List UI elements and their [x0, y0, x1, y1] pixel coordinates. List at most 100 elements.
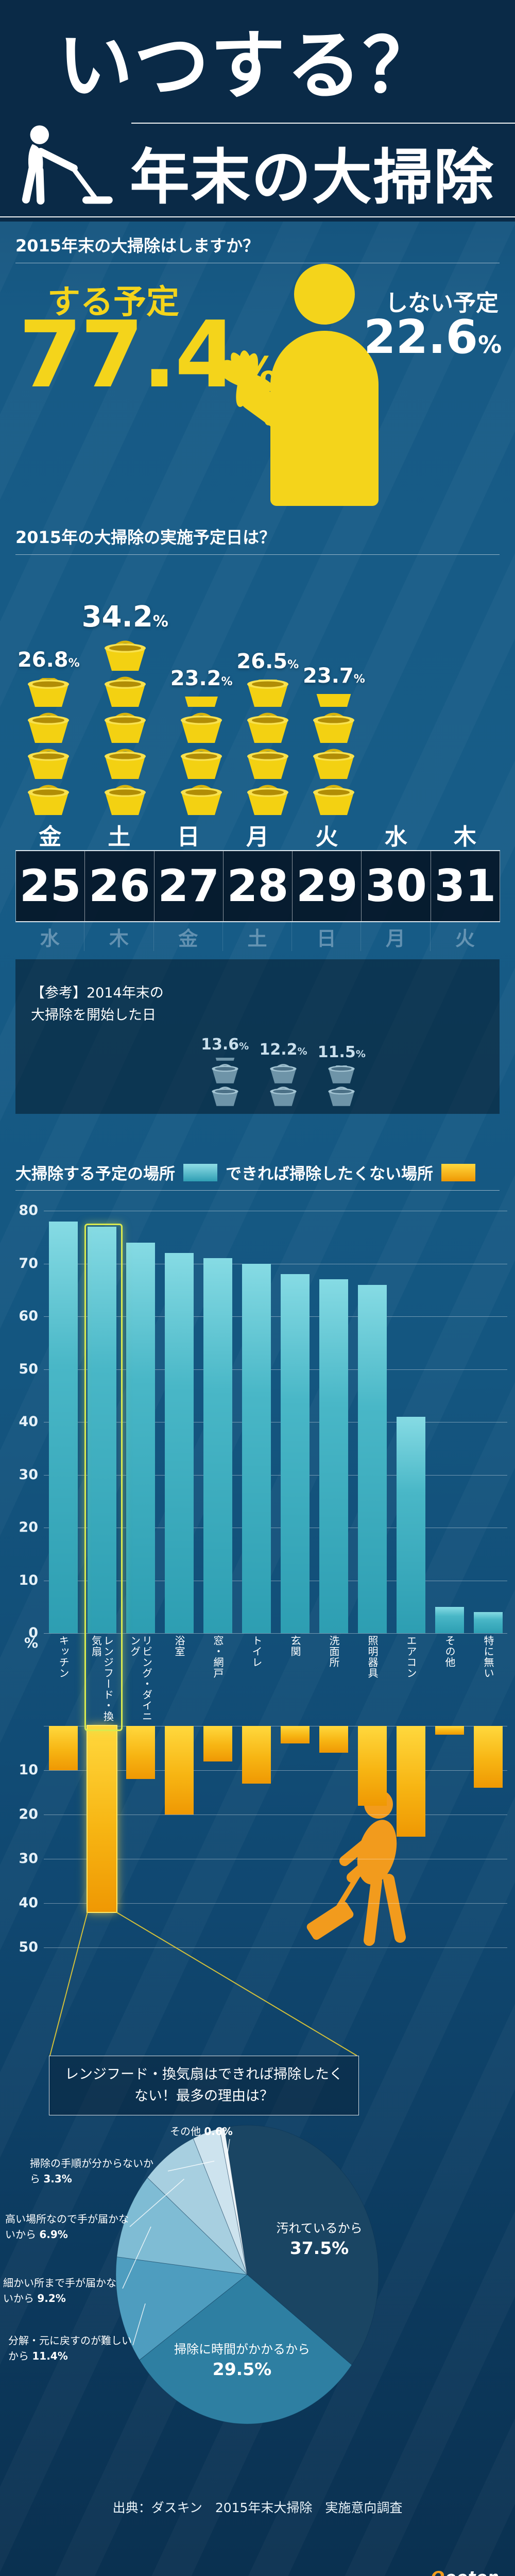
bar-plan — [396, 1416, 425, 1633]
bucket-icon — [99, 704, 151, 744]
cleaner-person-icon — [306, 1790, 406, 1946]
bar-plan — [164, 1253, 194, 1633]
pie-slice — [116, 2177, 248, 2275]
bucket-icon — [242, 776, 294, 816]
reference-note: 【参考】2014年末の 大掃除を開始した日 — [31, 985, 164, 1024]
category-label-band: % キッチン レンジフード・換気扇 リビング・ダイニング 浴室 窓・網戸 トイレ 玄関 洗面所… — [0, 1633, 515, 1726]
bucket-icon — [209, 1057, 242, 1061]
bar-avoid — [164, 1726, 194, 1815]
bar-plan — [87, 1226, 116, 1633]
calendar-weekday-2014: 水 — [15, 922, 85, 951]
pie-label: 掃除に時間がかかるから 29.5% — [174, 2342, 310, 2379]
bar-avoid — [242, 1726, 271, 1784]
bucket-value-label: 12.2% — [259, 1040, 307, 1059]
grid-line — [44, 1633, 507, 1634]
axis-tick-label: 30 — [19, 1851, 38, 1867]
places-chart: 80 70 60 50 40 30 20 10 0 % キッチン レンジフード・換気扇 リビング・ダ… — [0, 1202, 515, 1955]
bucket-icon — [209, 1081, 242, 1107]
bucket-icon — [308, 704, 359, 744]
axis-tick-label: 30 — [19, 1466, 38, 1483]
calendar-date: 28 — [223, 851, 293, 921]
bucket-chart: 26.8% 34.2% 23.2% 26.5% 23.7% — [15, 568, 500, 816]
bucket-column — [367, 568, 434, 816]
legend-plan-label: 大掃除する予定の場所 — [15, 1165, 175, 1183]
calendar-date: 29 — [293, 851, 362, 921]
bar-plan — [48, 1221, 78, 1633]
bucket-icon — [308, 740, 359, 780]
reference-2014-panel: 【参考】2014年末の 大掃除を開始した日 13.6% 12.2% 11.5% — [15, 959, 500, 1114]
pie-leader-line — [129, 2178, 184, 2227]
vacuum-person-icon — [22, 125, 113, 205]
duster-icon — [220, 350, 274, 426]
bucket-stack — [301, 694, 367, 816]
axis-tick-label: 70 — [19, 1255, 38, 1272]
bucket-stack — [313, 1065, 371, 1107]
no-plan-value: 22.6% — [364, 314, 502, 361]
calendar-weekday-row-2015: 金土日月火水木 — [15, 818, 500, 850]
bucket-icon — [23, 776, 74, 816]
legend-plan-swatch — [183, 1163, 217, 1181]
bucket-icon — [267, 1081, 300, 1107]
bar-avoid — [319, 1726, 348, 1753]
bucket-icon — [242, 680, 294, 708]
pie-slice — [147, 2138, 248, 2275]
bar-avoid — [203, 1726, 232, 1761]
calendar-date: 30 — [362, 851, 431, 921]
calendar-weekday-2015: 水 — [384, 824, 407, 850]
bucket-stack — [15, 678, 82, 816]
pie-label: 分解・元に戻すのが難しいから 11.4% — [8, 2334, 132, 2362]
pie-leader-line — [132, 2303, 146, 2346]
axis-tick-label: 20 — [19, 1519, 38, 1535]
bar-avoid — [435, 1726, 464, 1735]
grid-line — [44, 1475, 507, 1476]
calendar-weekday-2014: 金 — [154, 922, 223, 951]
pie-label: 掃除の手順が分からないから 3.3% — [30, 2157, 153, 2185]
bar-plan — [203, 1258, 232, 1633]
calendar-weekday-2015: 土 — [108, 824, 131, 850]
category-label: 特に無い — [482, 1635, 494, 1679]
pie-svg — [115, 2125, 379, 2425]
pie-slice — [224, 2125, 379, 2366]
category-label: トイレ — [250, 1635, 263, 1668]
pie-label: 汚れているから 37.5% — [276, 2221, 363, 2258]
bar-avoid — [86, 1724, 117, 1913]
bar-plan — [357, 1284, 387, 1633]
bucket-stack — [168, 697, 235, 816]
bucket-icon — [99, 776, 151, 816]
bar-plan — [126, 1242, 155, 1633]
axis-tick-label: 40 — [19, 1895, 38, 1911]
bucket-icon — [176, 704, 227, 744]
bucket-stack — [196, 1057, 254, 1107]
category-label: 洗面所 — [328, 1635, 340, 1668]
calendar-weekday-2015: 日 — [177, 824, 200, 850]
axis-tick-label: 20 — [19, 1806, 38, 1822]
reference-bucket-chart: 13.6% 12.2% 11.5% — [196, 967, 371, 1107]
bucket-column: 34.2% — [82, 568, 168, 816]
bucket-icon — [267, 1063, 300, 1084]
bucket-icon — [209, 1058, 242, 1084]
category-label: リビング・ダイニング — [128, 1635, 153, 1722]
calendar-date: 26 — [85, 851, 154, 921]
bar-plan — [319, 1279, 348, 1633]
avoid-places-plot: 10 20 30 40 50 — [0, 1724, 515, 1955]
category-label: 浴室 — [173, 1635, 185, 1657]
bar-avoid — [280, 1726, 310, 1744]
bucket-icon — [99, 740, 151, 780]
pie-slice — [193, 2128, 248, 2275]
calendar-weekday-2015: 月 — [246, 824, 269, 850]
axis-unit-label: % — [24, 1635, 38, 1651]
calendar-weekday-2014: 日 — [292, 922, 362, 951]
yes-plan-value: 77.4% — [19, 309, 278, 401]
calendar-weekday-2015: 金 — [39, 824, 62, 850]
bar-avoid — [126, 1726, 155, 1780]
category-label: 玄関 — [289, 1635, 301, 1657]
grid-line — [44, 1947, 507, 1948]
bucket-column: 26.5% — [234, 568, 301, 816]
axis-tick-label: 80 — [19, 1202, 38, 1218]
bucket-column — [433, 568, 500, 816]
bucket-icon — [308, 694, 359, 708]
bucket-icon — [176, 740, 227, 780]
header: いつする？ 年末の大掃除 — [0, 0, 515, 222]
page-title-line2: 年末の大掃除 — [130, 143, 494, 212]
bucket-column: 23.2% — [168, 568, 235, 816]
